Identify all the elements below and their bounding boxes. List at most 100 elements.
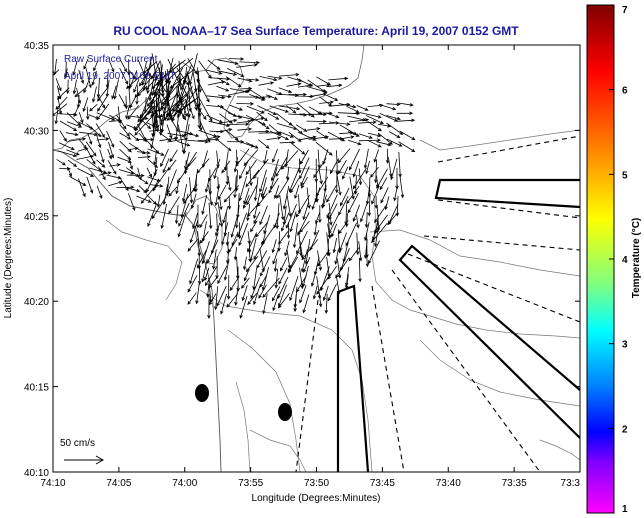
current-vector	[236, 63, 258, 68]
current-vector	[226, 68, 245, 77]
current-vector	[96, 185, 103, 199]
current-vector	[108, 118, 123, 123]
colorbar-tick-label: 4	[622, 255, 628, 266]
current-vector	[99, 171, 112, 176]
current-vector	[243, 256, 247, 271]
current-vector	[93, 59, 99, 72]
current-vector	[242, 195, 250, 210]
current-vector	[233, 175, 237, 199]
current-vector	[239, 60, 261, 65]
current-vector	[278, 230, 289, 245]
current-vector	[259, 169, 267, 193]
current-vector	[258, 284, 267, 299]
current-vector	[376, 141, 392, 147]
current-vector	[278, 267, 288, 285]
current-vector	[306, 119, 327, 124]
y-tick-label: 40:30	[24, 126, 49, 137]
current-vector	[363, 148, 369, 169]
current-vector	[290, 178, 300, 194]
colorbar-tick-label: 6	[622, 86, 628, 97]
current-vector	[157, 64, 163, 98]
current-vector	[148, 75, 155, 102]
current-vector	[96, 159, 106, 168]
current-vector	[375, 175, 380, 189]
colorbar-tick-label: 7	[622, 5, 628, 16]
current-vector	[322, 194, 327, 209]
current-vector	[299, 149, 309, 165]
current-vector	[164, 57, 194, 82]
current-vector	[98, 166, 106, 181]
current-vector	[326, 83, 343, 88]
current-vector	[267, 112, 280, 120]
y-tick-label: 40:15	[24, 383, 49, 394]
current-vector	[347, 131, 360, 137]
current-vector	[65, 132, 79, 137]
current-vector	[253, 285, 261, 306]
current-vector	[272, 148, 278, 163]
current-vector	[118, 169, 135, 175]
current-vector	[207, 59, 221, 70]
current-vector	[197, 137, 220, 142]
current-vector	[199, 231, 209, 244]
current-vector	[294, 184, 300, 200]
current-vector	[207, 294, 211, 320]
current-vector	[162, 184, 168, 206]
current-vector	[215, 256, 219, 280]
current-vector	[239, 295, 248, 319]
current-vector	[340, 187, 350, 207]
current-vector	[169, 149, 178, 163]
current-vector	[252, 267, 258, 291]
current-vector	[256, 111, 268, 122]
current-vector	[241, 285, 248, 302]
current-vector	[151, 196, 167, 220]
current-vector	[77, 168, 95, 177]
current-vector	[316, 277, 329, 295]
current-vector	[137, 155, 151, 159]
current-vector	[212, 249, 217, 270]
current-vector	[169, 69, 194, 89]
current-vector	[358, 120, 377, 124]
current-vector	[226, 130, 239, 141]
inset-line-1: Raw Surface Current	[64, 54, 158, 65]
x-tick-label: 73:45	[370, 478, 395, 489]
current-vector	[347, 139, 362, 146]
current-vector	[79, 131, 98, 137]
current-vector	[249, 165, 253, 187]
current-vector	[208, 202, 213, 230]
y-tick-label: 40:35	[24, 41, 49, 52]
current-vector	[86, 147, 96, 165]
current-vector	[258, 130, 281, 135]
current-vector	[59, 130, 67, 142]
current-vector	[234, 285, 239, 307]
current-vector	[151, 60, 161, 80]
current-vector	[236, 95, 260, 99]
current-vector	[246, 202, 260, 218]
current-vector	[177, 212, 187, 238]
current-vector	[92, 86, 97, 103]
current-vector	[167, 132, 186, 138]
current-vector	[297, 83, 314, 88]
current-vector	[209, 293, 217, 306]
current-vector	[300, 166, 310, 187]
current-vector	[253, 211, 261, 225]
current-vector	[223, 258, 230, 281]
current-vector	[166, 67, 184, 97]
current-vector	[125, 105, 130, 120]
current-vector	[299, 157, 310, 180]
current-vector	[281, 212, 290, 232]
current-vector	[270, 158, 279, 182]
current-vector	[139, 96, 167, 123]
current-vector	[246, 105, 265, 114]
current-vector	[226, 275, 231, 300]
current-vector	[76, 154, 95, 160]
current-vector	[95, 123, 105, 138]
current-vector	[116, 185, 135, 190]
current-vector	[348, 247, 360, 262]
current-vector	[139, 96, 160, 119]
current-vector	[222, 205, 229, 224]
current-vector	[217, 265, 228, 285]
current-vector	[288, 92, 308, 97]
current-vector	[265, 94, 279, 100]
current-vector	[57, 112, 78, 117]
current-vector	[286, 105, 297, 114]
